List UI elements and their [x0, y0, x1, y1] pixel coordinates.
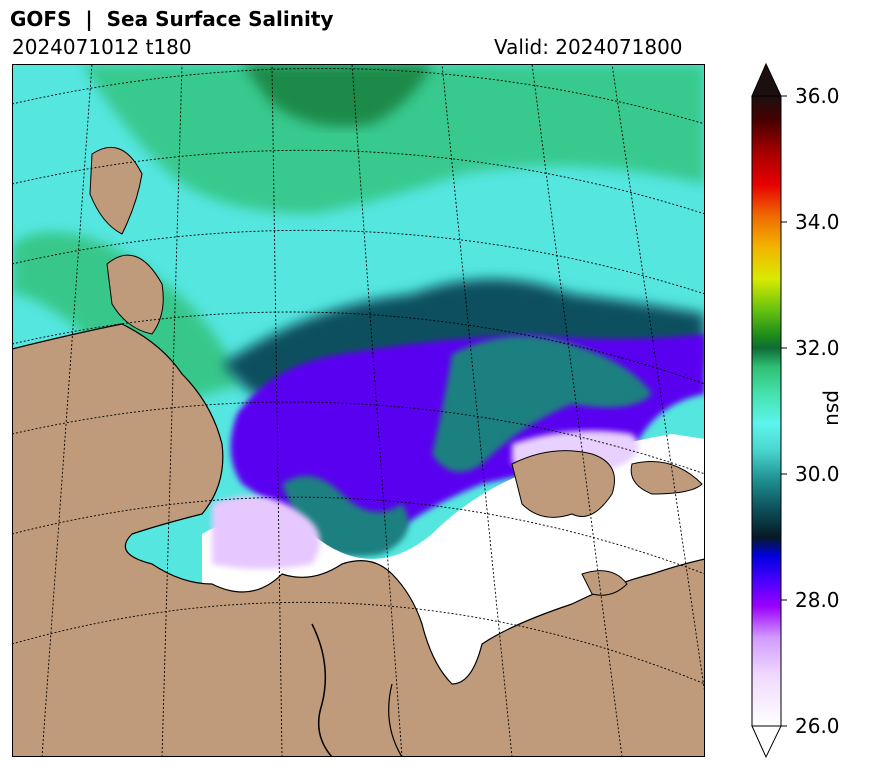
colorbar-tick-label: 28.0	[795, 588, 840, 612]
page-title: GOFS | Sea Surface Salinity	[10, 7, 334, 31]
graticule	[12, 64, 705, 757]
colorbar-tick-label: 30.0	[795, 462, 840, 486]
light-purple-fringe	[212, 496, 320, 569]
novaya-zemlya-north	[89, 146, 143, 235]
island-east	[630, 461, 703, 495]
mainland	[12, 323, 705, 757]
run-label: 2024071012 t180	[12, 35, 192, 59]
colorbar-unit-label: psu	[822, 390, 846, 426]
colorbar-tick-label: 32.0	[795, 336, 840, 360]
island-small	[581, 570, 628, 596]
colorbar-tick-label: 34.0	[795, 210, 840, 234]
teal-intrusion	[432, 336, 652, 472]
river-2	[388, 683, 403, 757]
river	[311, 623, 333, 757]
novaya-zemlya-south	[106, 254, 164, 335]
colorbar-tick-label: 26.0	[795, 714, 840, 738]
colorbar-extend-top	[751, 62, 782, 97]
north-green-water	[82, 64, 705, 214]
salinity-map	[12, 64, 705, 757]
colorbar-tick-label: 36.0	[795, 84, 840, 108]
severnaya-zemlya	[511, 450, 615, 518]
colorbar-bar	[751, 95, 782, 727]
north-dark-green-core	[242, 64, 432, 127]
colorbar-extend-bottom	[751, 725, 782, 759]
valid-label: Valid: 2024071800	[494, 35, 683, 59]
